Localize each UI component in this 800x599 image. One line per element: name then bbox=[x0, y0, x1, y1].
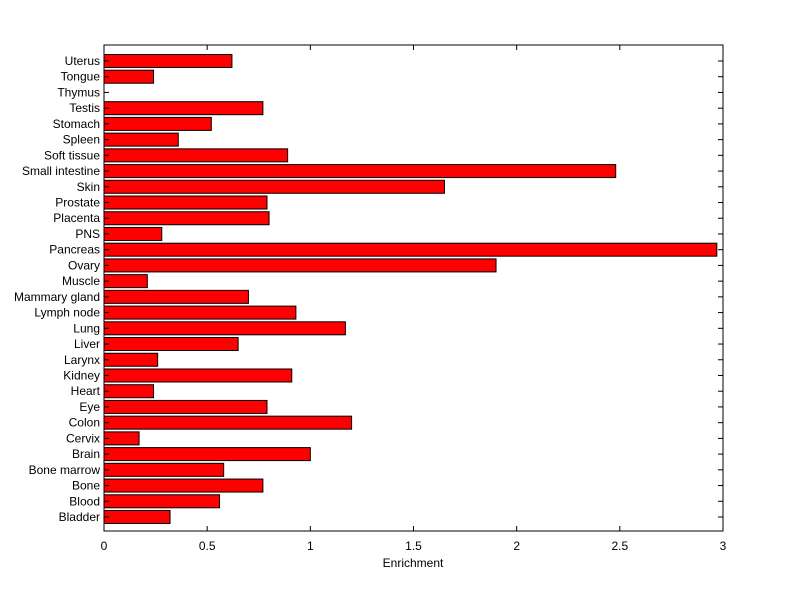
y-tick-label: Tongue bbox=[61, 70, 101, 84]
bar-lung bbox=[103, 321, 346, 336]
bar-skin bbox=[103, 179, 445, 194]
y-tick-label: Thymus bbox=[57, 85, 100, 99]
bar-lymph-node bbox=[103, 305, 297, 320]
y-tick-label: Lymph node bbox=[34, 306, 100, 320]
plot-frame bbox=[103, 44, 724, 532]
bar-spleen bbox=[103, 132, 179, 147]
y-tick-label: Eye bbox=[79, 400, 100, 414]
bar-blood bbox=[103, 494, 221, 509]
bar-cervix bbox=[103, 431, 140, 446]
bar-mammary-gland bbox=[103, 289, 249, 304]
bar-soft-tissue bbox=[103, 148, 289, 163]
bar-bone-marrow bbox=[103, 462, 225, 477]
bar-colon bbox=[103, 415, 353, 430]
y-tick-label: Placenta bbox=[53, 211, 100, 225]
bar-stomach bbox=[103, 116, 212, 131]
y-tick-label: Prostate bbox=[55, 196, 100, 210]
y-tick-label: Bladder bbox=[59, 510, 100, 524]
bar-pancreas bbox=[103, 242, 718, 257]
y-tick-label: Kidney bbox=[63, 368, 100, 382]
y-tick-label: Soft tissue bbox=[44, 148, 100, 162]
y-tick-label: Small intestine bbox=[22, 164, 100, 178]
x-tick-label: 1.5 bbox=[405, 539, 422, 553]
bar-larynx bbox=[103, 352, 159, 367]
y-tick-label: Skin bbox=[77, 180, 100, 194]
bar-ovary bbox=[103, 258, 497, 273]
y-tick-label: Testis bbox=[69, 101, 100, 115]
bar-tongue bbox=[103, 69, 155, 84]
bar-kidney bbox=[103, 368, 293, 383]
y-tick-label: Bone bbox=[72, 479, 100, 493]
bar-pns bbox=[103, 226, 163, 241]
bar-placenta bbox=[103, 211, 270, 226]
x-tick-label: 2 bbox=[513, 539, 520, 553]
y-tick-label: Larynx bbox=[64, 353, 100, 367]
y-tick-label: Stomach bbox=[53, 117, 100, 131]
y-tick-label: Heart bbox=[71, 384, 101, 398]
bar-small-intestine bbox=[103, 164, 617, 179]
bar-heart bbox=[103, 384, 155, 399]
y-tick-label: Muscle bbox=[62, 274, 100, 288]
y-tick-label: Ovary bbox=[68, 258, 100, 272]
y-tick-label: PNS bbox=[75, 227, 100, 241]
x-axis-label: Enrichment bbox=[383, 556, 444, 570]
y-tick-label: Bone marrow bbox=[29, 463, 101, 477]
bar-muscle bbox=[103, 274, 148, 289]
bar-liver bbox=[103, 337, 239, 352]
bar-uterus bbox=[103, 54, 233, 68]
bar-testis bbox=[103, 101, 264, 116]
y-tick-label: Pancreas bbox=[49, 243, 100, 257]
x-tick-label: 0 bbox=[101, 539, 108, 553]
x-tick-label: 2.5 bbox=[611, 539, 628, 553]
bar-brain bbox=[103, 447, 311, 462]
x-tick-label: 1 bbox=[307, 539, 314, 553]
y-tick-label: Uterus bbox=[65, 54, 100, 68]
bar-bladder bbox=[103, 510, 171, 524]
y-tick-label: Colon bbox=[69, 416, 100, 430]
x-tick-label: 0.5 bbox=[199, 539, 216, 553]
bar-bone bbox=[103, 478, 264, 493]
x-tick-label: 3 bbox=[720, 539, 727, 553]
y-tick-label: Cervix bbox=[66, 431, 100, 445]
y-tick-label: Lung bbox=[73, 321, 100, 335]
bar-prostate bbox=[103, 195, 268, 210]
y-tick-label: Blood bbox=[69, 494, 100, 508]
y-tick-label: Spleen bbox=[63, 133, 100, 147]
y-tick-label: Liver bbox=[74, 337, 100, 351]
bar-eye bbox=[103, 399, 268, 414]
y-tick-label: Brain bbox=[72, 447, 100, 461]
y-tick-label: Mammary gland bbox=[14, 290, 100, 304]
